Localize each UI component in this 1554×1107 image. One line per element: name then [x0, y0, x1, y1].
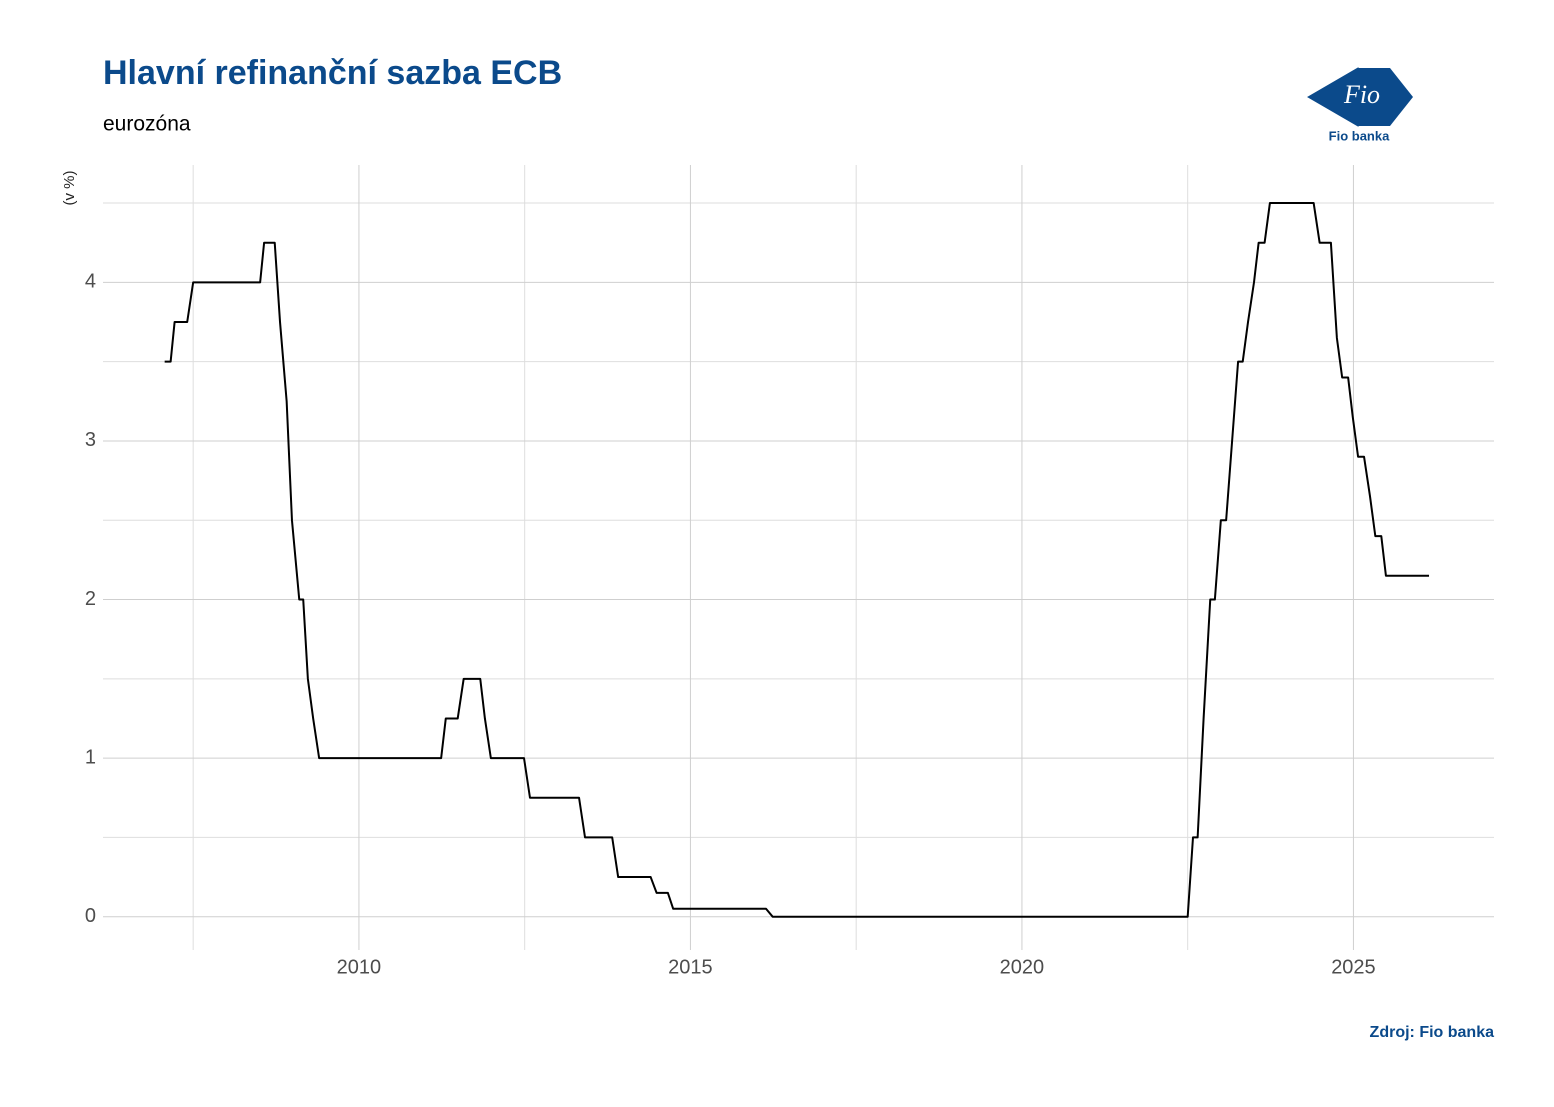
- data-line: [164, 202, 1430, 918]
- y-tick-label: 3: [85, 429, 96, 451]
- y-tick-label: 0: [85, 905, 96, 927]
- logo-caption: Fio banka: [1329, 128, 1390, 143]
- logo-mark: Fio: [1343, 80, 1380, 109]
- logo-shape: [1390, 68, 1413, 126]
- y-axis-label: (v %): [61, 171, 78, 206]
- x-tick-label: 2010: [337, 956, 382, 978]
- chart-subtitle: eurozóna: [103, 113, 191, 136]
- x-tick-label: 2025: [1331, 956, 1376, 978]
- chart-title: Hlavní refinanční sazba ECB: [103, 54, 562, 92]
- logo: Fio Fio banka: [1307, 67, 1413, 143]
- x-tick-label: 2020: [1000, 956, 1045, 978]
- y-tick-label: 1: [85, 746, 96, 768]
- y-tick-label: 2: [85, 588, 96, 610]
- y-tick-label: 4: [85, 271, 96, 293]
- source: Zdroj: Fio banka: [1370, 1024, 1495, 1041]
- logo-shape: [1308, 68, 1390, 126]
- x-tick-label: 2015: [668, 956, 713, 978]
